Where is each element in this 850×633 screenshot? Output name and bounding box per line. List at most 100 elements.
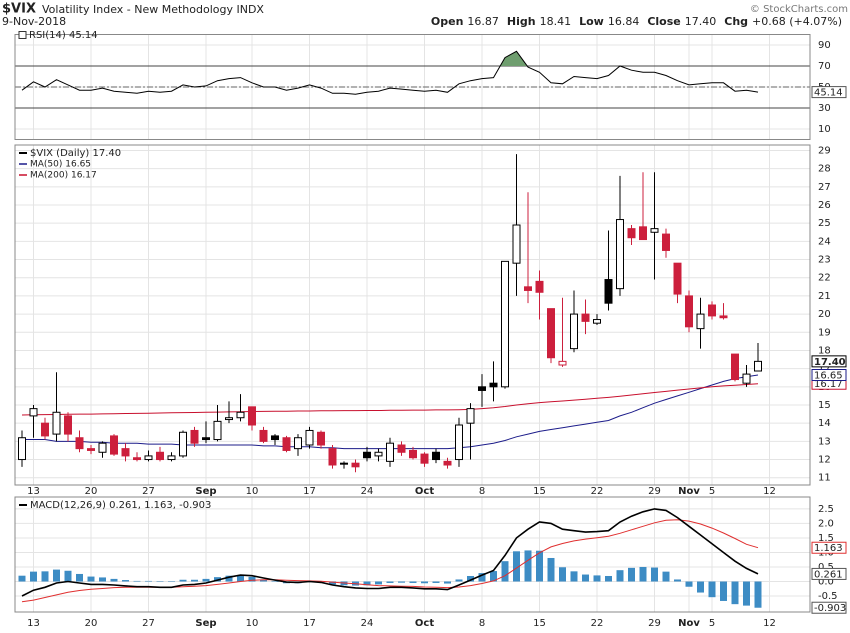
candle-body [190, 429, 199, 444]
histogram-bar [260, 579, 267, 582]
candle-body [167, 455, 176, 461]
candle-body [236, 411, 245, 419]
x-tick-label: Sep [195, 486, 216, 497]
x-tick-label: 5 [709, 618, 715, 629]
x-tick-label: 20 [85, 486, 98, 497]
quote: Open 16.87 High 18.41 Low 16.84 Close 17.40 Chg +… [431, 15, 842, 28]
y-tick-label: 90 [818, 40, 831, 51]
y-tick-label: 25 [818, 218, 831, 229]
histogram-bar [708, 581, 716, 598]
y-tick-label: 19 [818, 327, 831, 338]
x-tick-label: 5 [709, 486, 715, 497]
histogram-bar [674, 579, 681, 582]
y-tick-label: 13 [818, 436, 831, 447]
candle-body [294, 437, 302, 450]
x-tick-label: 22 [591, 618, 604, 629]
candle-body [213, 420, 222, 441]
quote-value: 16.87 [467, 15, 499, 28]
quote-label: High [507, 15, 536, 28]
histogram-bar [490, 571, 497, 582]
candle-body [501, 260, 509, 388]
histogram-bar [478, 573, 486, 582]
histogram-bar [363, 581, 371, 586]
quote-label: Open [431, 15, 464, 28]
x-tick-label: 15 [533, 618, 546, 629]
last-value-label: 16.17 [814, 379, 843, 390]
candle-body [259, 429, 268, 442]
histogram-bar [513, 551, 520, 582]
legend-icon [18, 31, 27, 39]
histogram-bar [30, 571, 37, 582]
moving-average [21, 383, 759, 416]
histogram-bar [375, 581, 382, 585]
histogram-bar [271, 581, 279, 583]
y-tick-label: 23 [818, 255, 831, 266]
candle-body [386, 442, 394, 462]
quote-label: Low [579, 15, 604, 28]
last-value-label: 0.261 [814, 569, 843, 580]
legend: MA(200) 16.17 [30, 171, 97, 181]
y-tick-label: 15 [818, 400, 831, 411]
histogram-bar [386, 581, 394, 583]
histogram-bar [122, 580, 129, 582]
histogram-bar [697, 581, 704, 593]
x-tick-label: 13 [27, 486, 40, 497]
macd-line [21, 508, 759, 597]
x-tick-label: Oct [415, 618, 434, 629]
x-tick-label: 29 [648, 486, 661, 497]
candle-body [64, 415, 72, 435]
histogram-bar [524, 550, 532, 582]
histogram-bar [582, 574, 589, 582]
last-value-label: -0.903 [814, 603, 846, 614]
candle-body [340, 462, 348, 465]
histogram-bar [409, 581, 417, 583]
candle-body [604, 279, 613, 304]
candle-body [110, 435, 118, 455]
y-tick-label: 24 [818, 236, 831, 247]
histogram-bar [570, 571, 578, 582]
credit: © StockCharts.com [750, 4, 848, 15]
histogram-bar [110, 578, 118, 582]
candle-body [535, 280, 544, 293]
y-tick-label: 14 [818, 418, 831, 429]
y-tick-label: 20 [818, 309, 831, 320]
last-value-label: 45.14 [814, 88, 843, 99]
histogram-bar [53, 569, 60, 582]
x-tick-label: 17 [303, 486, 316, 497]
x-tick-label: 27 [142, 486, 155, 497]
symbol: $VIX [2, 2, 36, 17]
histogram-bar [225, 575, 233, 582]
x-tick-label: 22 [591, 486, 604, 497]
instrument-name: Volatility Index - New Methodology INDX [42, 3, 264, 16]
histogram-bar [467, 575, 474, 582]
x-tick-label: Sep [195, 618, 216, 629]
y-tick-label: 10 [818, 124, 831, 135]
histogram-bar [156, 581, 164, 583]
candle-body [754, 360, 762, 372]
x-tick-label: 15 [533, 486, 546, 497]
quote-value: 16.84 [608, 15, 640, 28]
candle-body [41, 422, 49, 437]
candle-body [75, 437, 84, 450]
candle-body [328, 448, 337, 466]
candle-body [179, 431, 187, 457]
candle-body [225, 417, 233, 421]
histogram-bar [432, 581, 440, 583]
last-value-tag [811, 541, 847, 554]
legend: MA(50) 16.65 [30, 160, 91, 170]
panel-frame [14, 144, 811, 486]
histogram-bar [651, 567, 658, 582]
y-tick-label: 27 [818, 182, 831, 193]
rsi-line [21, 50, 759, 95]
y-tick-label: 12 [818, 455, 831, 466]
candle-body [662, 233, 670, 251]
quote-value: 17.40 [685, 15, 717, 28]
x-tick-label: 27 [142, 618, 155, 629]
x-tick-label: Oct [415, 486, 434, 497]
histogram-bar [455, 579, 463, 582]
candle-body [639, 226, 647, 241]
candle-body [29, 408, 38, 417]
candle-body [524, 286, 532, 291]
histogram-bar [444, 581, 451, 584]
candle-body [708, 304, 716, 317]
